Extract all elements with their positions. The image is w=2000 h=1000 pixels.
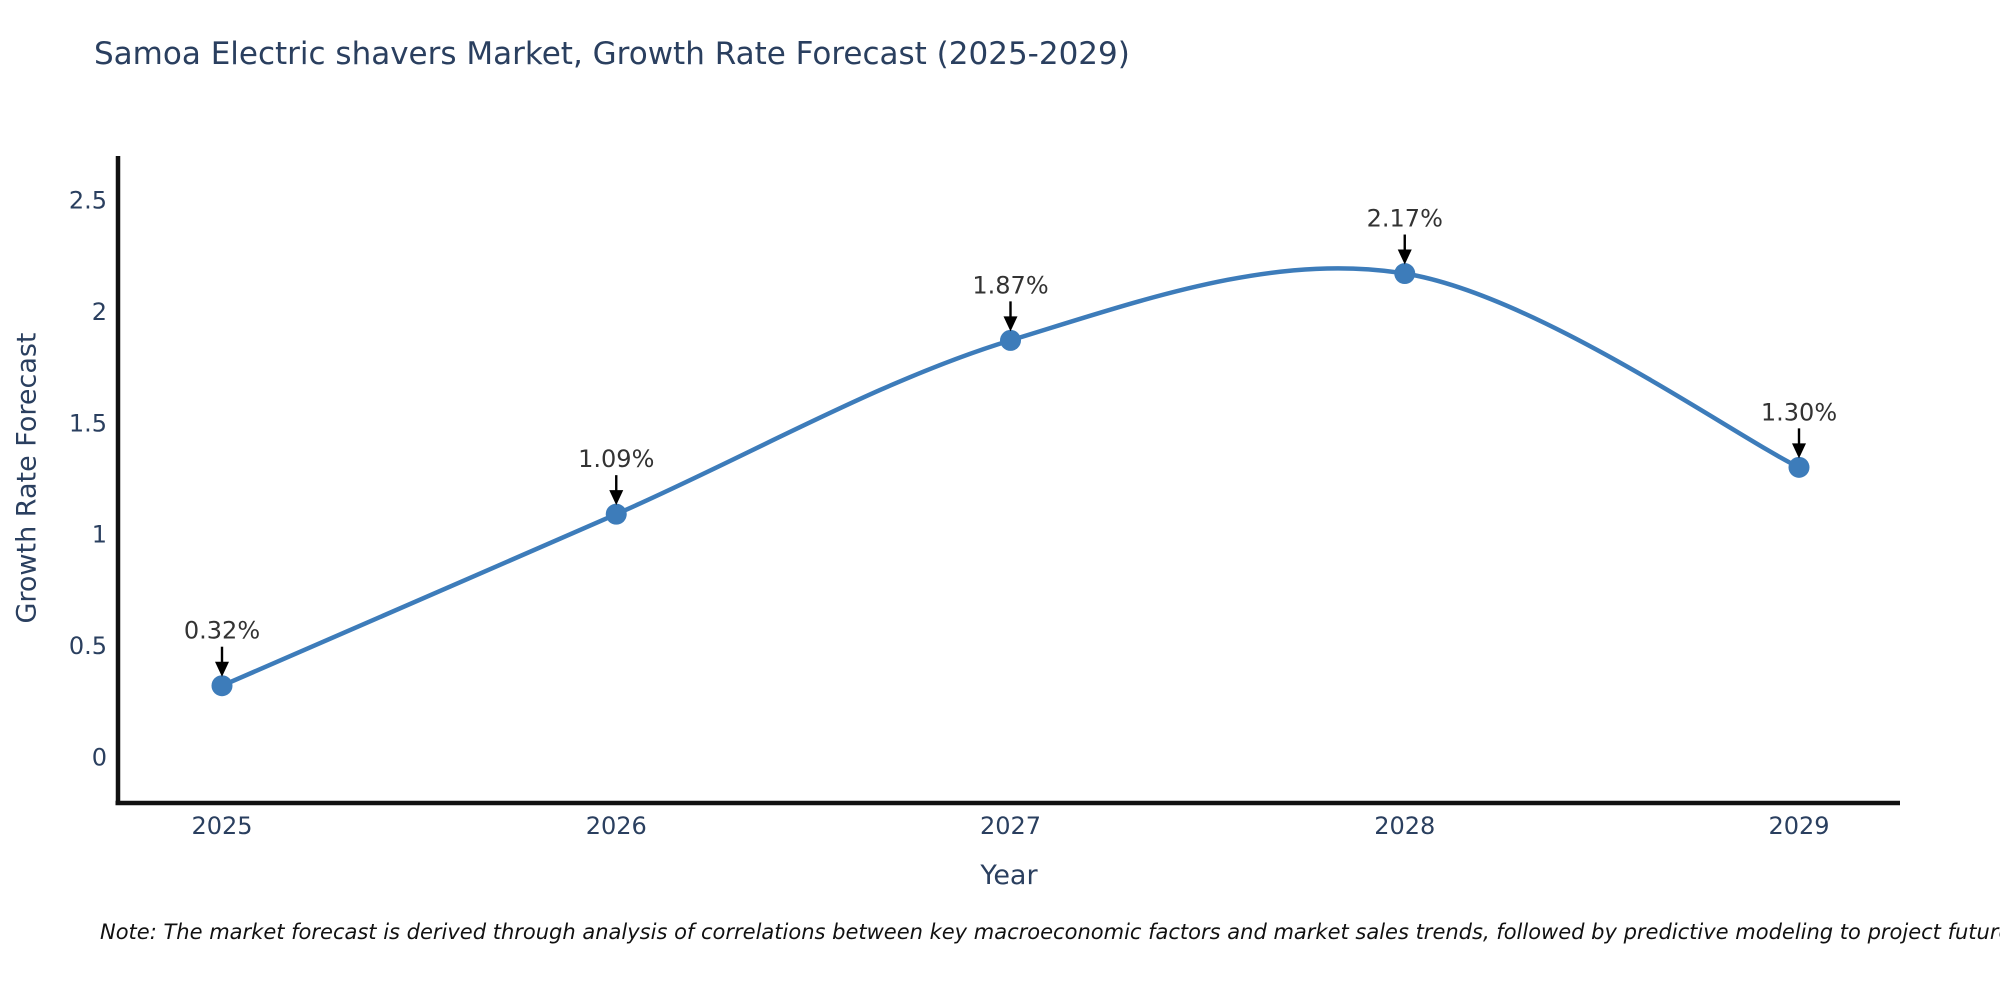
data-point-marker [211,675,233,697]
data-point-label: 1.87% [972,271,1048,299]
data-point-marker [1000,329,1021,351]
annotation-arrow-head [215,661,229,677]
y-tick-label: 0 [92,744,107,772]
data-point-marker [605,503,627,525]
annotation-arrow-head [1003,316,1018,332]
annotation-arrow-head [1792,443,1806,459]
data-point-marker [1394,263,1416,285]
data-point-label: 0.32% [184,617,260,645]
x-tick-label: 2028 [1374,812,1435,840]
y-tick-label: 0.5 [69,632,107,660]
x-tick-label: 2025 [191,812,252,840]
annotation-arrow-head [609,490,624,506]
y-tick-label: 2.5 [69,187,107,215]
chart-title: Samoa Electric shavers Market, Growth Ra… [94,36,1130,72]
y-tick-label: 2 [92,298,107,326]
y-axis-title: Growth Rate Forecast [11,332,43,624]
annotation-arrow-head [1397,249,1412,265]
data-point-label: 1.09% [578,445,654,473]
y-tick-label: 1.5 [69,409,107,437]
x-tick-label: 2029 [1768,812,1829,840]
y-tick-label: 1 [92,521,107,549]
data-point-label: 2.17% [1367,205,1443,233]
footnote: Note: The market forecast is derived thr… [100,920,2000,944]
x-tick-label: 2027 [980,812,1041,840]
x-axis-title: Year [980,860,1038,891]
data-point-marker [1788,456,1810,478]
x-tick-label: 2026 [586,812,647,840]
data-point-label: 1.30% [1761,398,1837,426]
